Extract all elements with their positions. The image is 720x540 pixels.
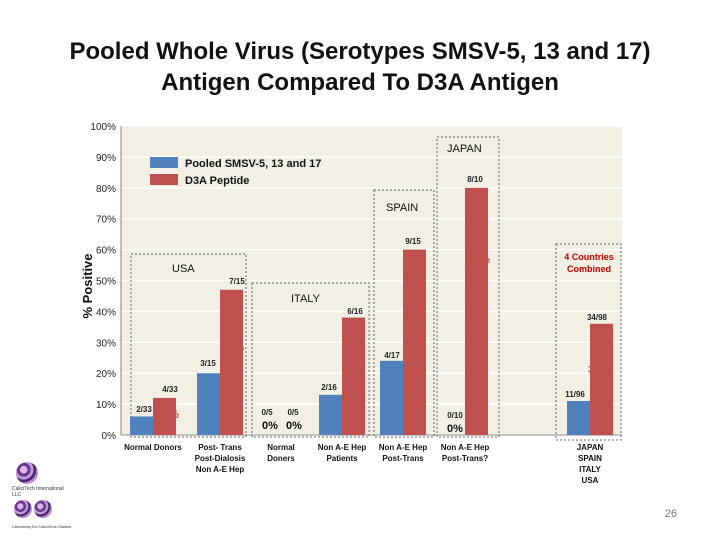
- bar-d3a: [403, 249, 426, 435]
- y-tick-label: 80%: [96, 184, 116, 195]
- pct-label-pooled: 20%: [198, 395, 220, 407]
- x-category-label: Normal: [267, 443, 295, 452]
- pct-label-pooled: 6%: [138, 422, 154, 434]
- slide-title-line-2: Antigen Compared To D3A Antigen: [161, 69, 559, 96]
- fraction-label-pooled: 2/16: [321, 383, 337, 392]
- x-category-label: SPAIN: [578, 454, 602, 463]
- x-category-label: JAPAN: [577, 443, 604, 452]
- x-category-label: Post-Dialosis: [195, 454, 246, 463]
- virus-molecule-icon: [14, 500, 32, 518]
- bar-pooled: [319, 394, 342, 435]
- bar-d3a: [153, 397, 176, 435]
- y-tick-label: 0%: [102, 431, 117, 442]
- bar-pooled: [567, 401, 590, 435]
- group-label-combined: 4 Countries: [564, 252, 614, 262]
- group-label-italy: ITALY: [291, 293, 321, 305]
- legend-label-d3a: D3A Peptide: [185, 175, 249, 187]
- pct-label-d3a: 0%: [286, 420, 302, 432]
- y-tick-label: 70%: [96, 215, 116, 226]
- fraction-label-pooled: 4/17: [384, 351, 400, 360]
- y-tick-label: 50%: [96, 277, 116, 288]
- y-tick-label: 40%: [96, 307, 116, 318]
- bar-pooled: [130, 416, 153, 435]
- y-tick-label: 20%: [96, 369, 116, 380]
- pct-label-extra: 0%: [447, 423, 463, 435]
- x-category-label: Post- Trans: [198, 443, 242, 452]
- pct-label-d3a: 47%: [222, 342, 244, 354]
- y-tick-label: 60%: [96, 246, 116, 257]
- x-category-label: ITALY: [579, 465, 601, 474]
- pct-label-d3a: 60%: [404, 315, 426, 327]
- legend-label-pooled: Pooled SMSV-5, 13 and 17: [185, 158, 321, 170]
- group-box: [251, 282, 370, 438]
- x-category-label: USA: [582, 476, 599, 485]
- company-logo: CaliciTech International LLC Laboratory …: [12, 460, 82, 535]
- group-label-usa: USA: [172, 263, 195, 275]
- fraction-label-d3a: 7/15: [229, 277, 245, 286]
- y-axis-label: % Positive: [80, 253, 95, 318]
- fraction-label-pooled: 3/15: [200, 359, 216, 368]
- fraction-label-extra: 0/10: [447, 411, 463, 420]
- pct-label-pooled: 0%: [262, 420, 278, 432]
- pct-label-pooled: 24%: [382, 389, 404, 401]
- slide-title: Pooled Whole Virus (Serotypes SMSV-5, 13…: [0, 36, 720, 98]
- group-label-japan: JAPAN: [447, 143, 482, 155]
- group-box: [373, 189, 435, 438]
- pct-label-d3a: 36%: [588, 364, 610, 376]
- virus-molecule-icon: [16, 462, 38, 484]
- logo-text: CaliciTech International LLC: [12, 486, 64, 498]
- fraction-label-d3a: 4/33: [162, 385, 178, 394]
- fraction-label-pooled: 2/33: [136, 405, 152, 414]
- fraction-label-d3a: 9/15: [405, 237, 421, 246]
- fraction-label-d3a: 34/98: [587, 313, 608, 322]
- fraction-label-d3a: 6/16: [347, 307, 363, 316]
- pct-label-d3a: 38%: [342, 355, 364, 367]
- bar-pooled: [380, 360, 403, 435]
- virus-molecule-icon: [34, 500, 52, 518]
- bar-d3a: [465, 187, 488, 435]
- y-tick-label: 10%: [96, 400, 116, 411]
- pct-label-pooled: 11%: [567, 408, 589, 420]
- fraction-label-pooled: 0/5: [261, 408, 273, 417]
- bar-d3a: [590, 323, 613, 435]
- logo-footer: Laboratory for CaliciVirus Studies: [12, 524, 72, 529]
- fraction-label-pooled: 11/96: [565, 390, 585, 399]
- pct-label-pooled: 13%: [320, 404, 342, 416]
- y-tick-label: 100%: [90, 122, 116, 133]
- x-category-label: Patients: [326, 454, 358, 463]
- y-tick-label: 90%: [96, 153, 116, 164]
- x-category-label: Non A-E Hep: [441, 443, 490, 452]
- fraction-label-d3a: 0/5: [287, 408, 299, 417]
- x-category-label: Doners: [267, 454, 295, 463]
- bar-pooled: [197, 373, 220, 435]
- legend-swatch-pooled: [150, 157, 178, 168]
- group-box: [555, 243, 622, 441]
- bar-d3a: [342, 317, 365, 435]
- x-category-label: Post-Trans?: [442, 454, 488, 463]
- y-tick-label: 30%: [96, 338, 116, 349]
- bar-chart: 0% 10% 20% 30% 40% 50% 60% 70% 80% 90% 100% % Posit…: [80, 122, 622, 485]
- x-category-label: Non A-E Hep: [318, 443, 367, 452]
- group-box: [436, 136, 500, 438]
- slide-title-line-1: Pooled Whole Virus (Serotypes SMSV-5, 13…: [69, 38, 651, 65]
- group-label-combined: Combined: [567, 264, 611, 274]
- pct-label-d3a: 80%: [468, 254, 490, 266]
- bar-d3a: [220, 289, 243, 435]
- x-category-label: Normal Donors: [124, 443, 182, 452]
- group-label-spain: SPAIN: [386, 202, 418, 214]
- page-number: 26: [664, 508, 677, 520]
- x-category-label: Non A-E Hep: [196, 465, 245, 474]
- legend-swatch-d3a: [150, 174, 178, 185]
- pct-label-d3a: 12%: [157, 409, 179, 421]
- x-category-label: Non A-E Hep: [379, 443, 428, 452]
- group-box: [130, 253, 247, 438]
- fraction-label-d3a: 8/10: [467, 175, 483, 184]
- x-category-label: Post-Trans: [382, 454, 424, 463]
